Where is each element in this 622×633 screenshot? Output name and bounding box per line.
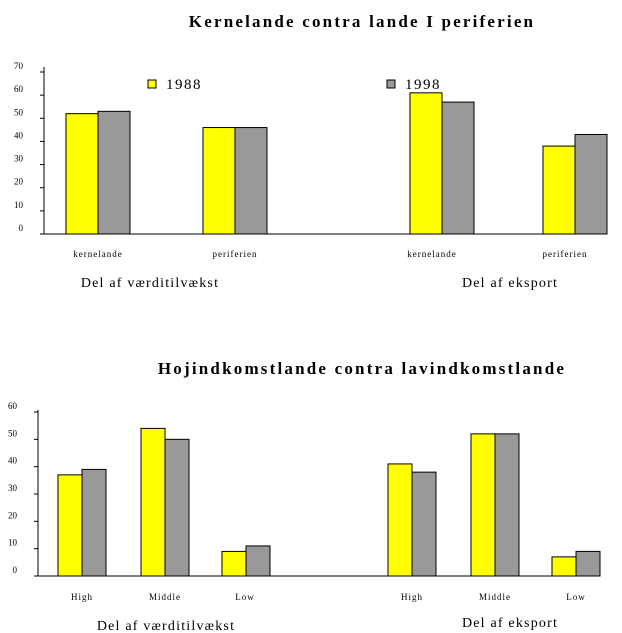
- bar-series-1-high: [57, 474, 83, 577]
- group-label: Del af eksport: [462, 276, 558, 291]
- bar-series-2-high: [411, 471, 437, 577]
- chart-1-title: Kernelande contra lande I periferien: [189, 12, 535, 31]
- bar-1998-kernelande: [441, 101, 475, 235]
- category-label: kernelande: [407, 249, 456, 259]
- y-tick-label: 30: [14, 154, 24, 164]
- legend-label-1998: 1998: [405, 77, 441, 93]
- bar-series-2-high: [81, 468, 107, 577]
- chart-2-title: Hojindkomstlande contra lavindkomstlande: [158, 359, 566, 378]
- bar-1988-periferien: [542, 145, 576, 235]
- group-label: Del af eksport: [462, 616, 558, 631]
- bar-1998-periferien: [234, 127, 268, 235]
- bar-series-2-low: [245, 545, 271, 577]
- bar-series-1-low: [551, 556, 577, 577]
- y-tick-label: 50: [14, 107, 24, 117]
- y-tick-label: 10: [14, 200, 24, 210]
- legend-swatch-1988: [147, 79, 157, 89]
- y-tick-label: 0: [13, 565, 18, 575]
- bar-1998-kernelande: [97, 110, 131, 235]
- category-label: Middle: [479, 592, 511, 602]
- category-label: periferien: [213, 249, 258, 259]
- category-label: Low: [566, 592, 586, 602]
- y-tick-label: 0: [19, 223, 24, 233]
- category-label: High: [401, 592, 423, 602]
- category-label: Low: [235, 592, 255, 602]
- bar-series-1-high: [387, 463, 413, 577]
- y-tick-label: 10: [8, 538, 18, 548]
- category-label: kernelande: [73, 249, 122, 259]
- y-tick-label: 50: [8, 428, 18, 438]
- bar-1998-periferien: [574, 133, 608, 235]
- y-tick-label: 40: [14, 130, 24, 140]
- legend-swatch-1998: [386, 79, 396, 89]
- category-label: periferien: [543, 249, 588, 259]
- bar-1988-kernelande: [65, 113, 99, 235]
- bar-series-1-middle: [470, 433, 496, 577]
- category-label: High: [71, 592, 93, 602]
- chart-1: Kernelande contra lande I periferien 0 10…: [14, 12, 608, 291]
- legend-label-1988: 1988: [166, 77, 202, 93]
- chart-2: Hojindkomstlande contra lavindkomstlande…: [8, 359, 601, 633]
- y-tick-label: 20: [14, 177, 24, 187]
- y-tick-label: 70: [14, 61, 24, 71]
- y-tick-label: 20: [8, 510, 18, 520]
- bar-series-1-middle: [140, 427, 166, 577]
- y-tick-label: 30: [8, 483, 18, 493]
- bar-1988-kernelande: [409, 92, 443, 235]
- bar-series-2-middle: [494, 433, 520, 577]
- category-label: Middle: [149, 592, 181, 602]
- bar-series-1-low: [221, 550, 247, 577]
- bar-series-2-middle: [164, 438, 190, 577]
- y-tick-label: 40: [8, 456, 18, 466]
- bar-1988-periferien: [202, 127, 236, 235]
- y-tick-label: 60: [14, 84, 24, 94]
- group-label: Del af værditilvækst: [81, 276, 219, 291]
- bar-series-2-low: [575, 550, 601, 577]
- y-tick-label: 60: [8, 401, 18, 411]
- group-label: Del af værditilvækst: [97, 619, 235, 633]
